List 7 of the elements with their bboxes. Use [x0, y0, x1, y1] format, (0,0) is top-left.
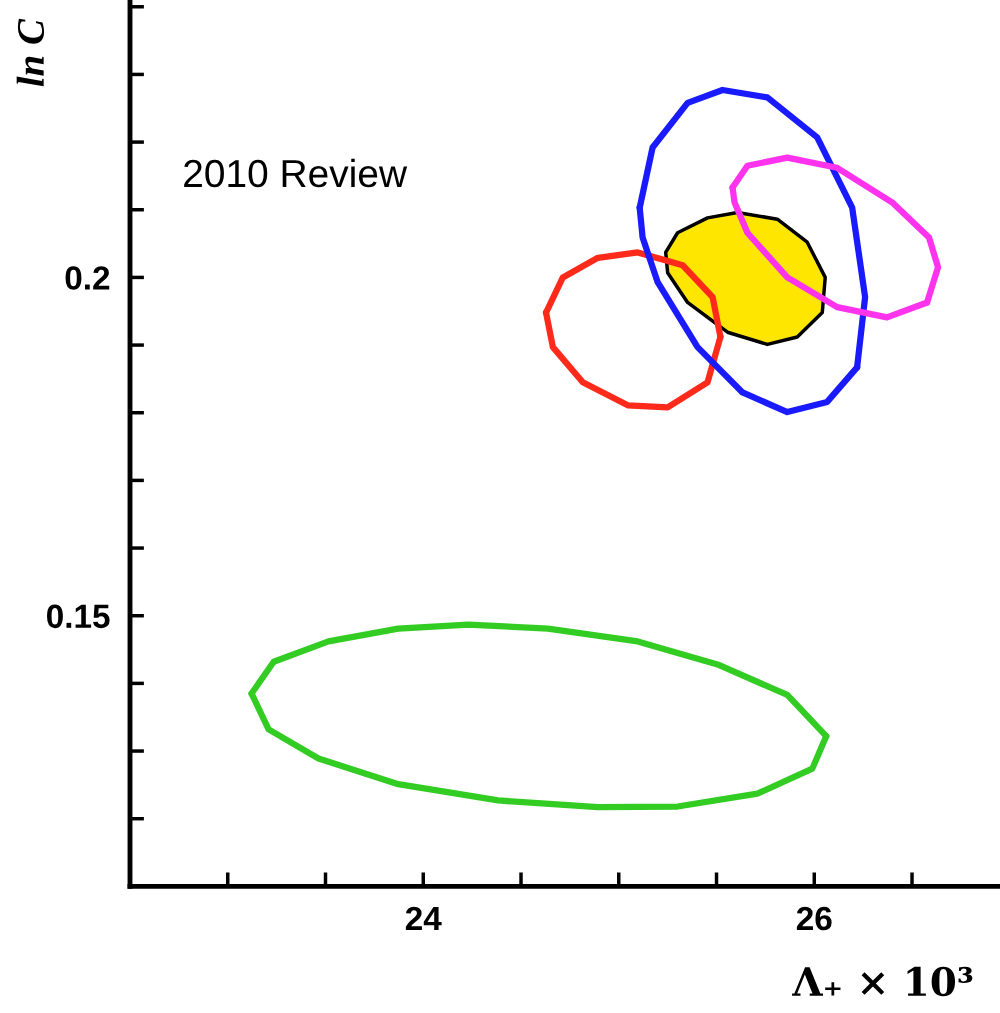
x-tick-label: 24 — [405, 906, 442, 930]
y-tick-label: 0.2 — [65, 266, 110, 290]
y-tick-label: 0.15 — [47, 604, 110, 629]
y-axis-title: ln C — [16, 18, 45, 87]
annotation: 2010 Review — [184, 158, 408, 188]
x-tick-label: 26 — [796, 906, 832, 931]
x-axis-title: Λ₊ × 10³ — [792, 966, 973, 997]
